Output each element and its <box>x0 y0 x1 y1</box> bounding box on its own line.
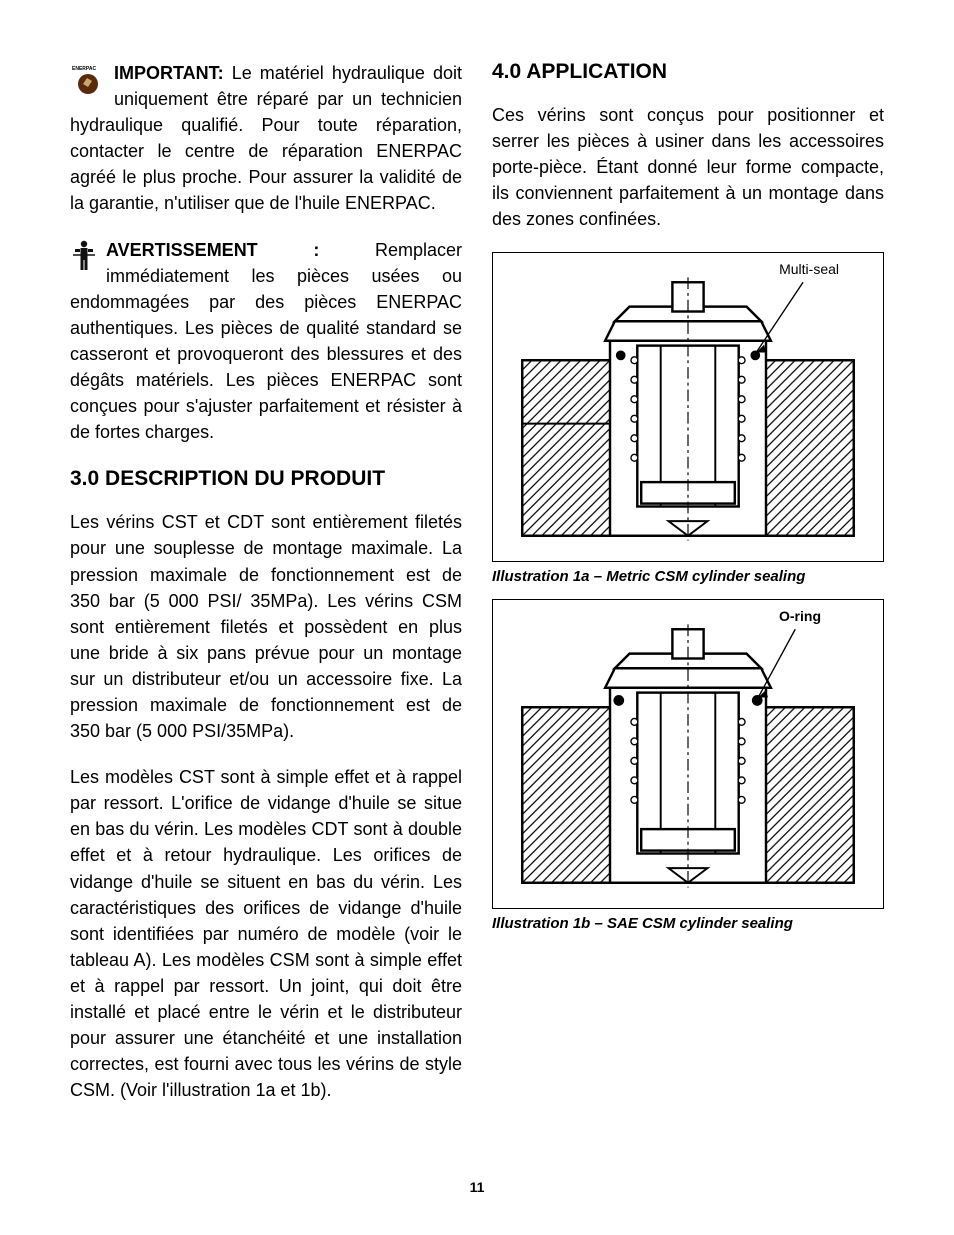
important-body: Le matériel hydraulique doit uniquement … <box>70 63 462 213</box>
left-column: ENERPAC IMPORTANT: Le matériel hydrauliq… <box>70 60 462 1171</box>
figure-1a-caption: Illustration 1a – Metric CSM cylinder se… <box>492 568 884 585</box>
figure-1a-label: Multi-seal <box>779 261 839 277</box>
right-column: 4.0 APPLICATION Ces vérins sont conçus p… <box>492 60 884 1171</box>
figure-1b: O-ring <box>492 599 884 909</box>
columns: ENERPAC IMPORTANT: Le matériel hydrauliq… <box>70 60 884 1171</box>
svg-text:ENERPAC: ENERPAC <box>72 66 96 72</box>
warning-label: AVERTISSEMENT : <box>106 240 319 260</box>
section-3-para-b: Les modèles CST sont à simple effet et à… <box>70 764 462 1103</box>
figure-1b-label: O-ring <box>779 608 821 624</box>
enerpac-icon: ENERPAC <box>70 62 106 103</box>
figure-1a-diagram <box>493 253 883 553</box>
warning-paragraph: AVERTISSEMENT : Remplacer immédiatement … <box>70 237 462 446</box>
figure-1b-diagram <box>493 600 883 900</box>
figure-1a: Multi-seal <box>492 252 884 562</box>
person-warning-icon <box>70 239 98 280</box>
important-label: IMPORTANT: <box>114 63 224 83</box>
figure-1b-caption: Illustration 1b – SAE CSM cylinder seali… <box>492 915 884 932</box>
warning-body: Remplacer immédiatement les pièces usées… <box>70 240 462 443</box>
page-number: 11 <box>70 1179 884 1195</box>
section-4-heading: 4.0 APPLICATION <box>492 60 884 84</box>
page: ENERPAC IMPORTANT: Le matériel hydrauliq… <box>0 0 954 1235</box>
important-paragraph: ENERPAC IMPORTANT: Le matériel hydrauliq… <box>70 60 462 217</box>
section-3-para-a: Les vérins CST et CDT sont entièrement f… <box>70 509 462 744</box>
section-3-heading: 3.0 DESCRIPTION DU PRODUIT <box>70 467 462 491</box>
section-4-para: Ces vérins sont conçus pour positionner … <box>492 102 884 232</box>
